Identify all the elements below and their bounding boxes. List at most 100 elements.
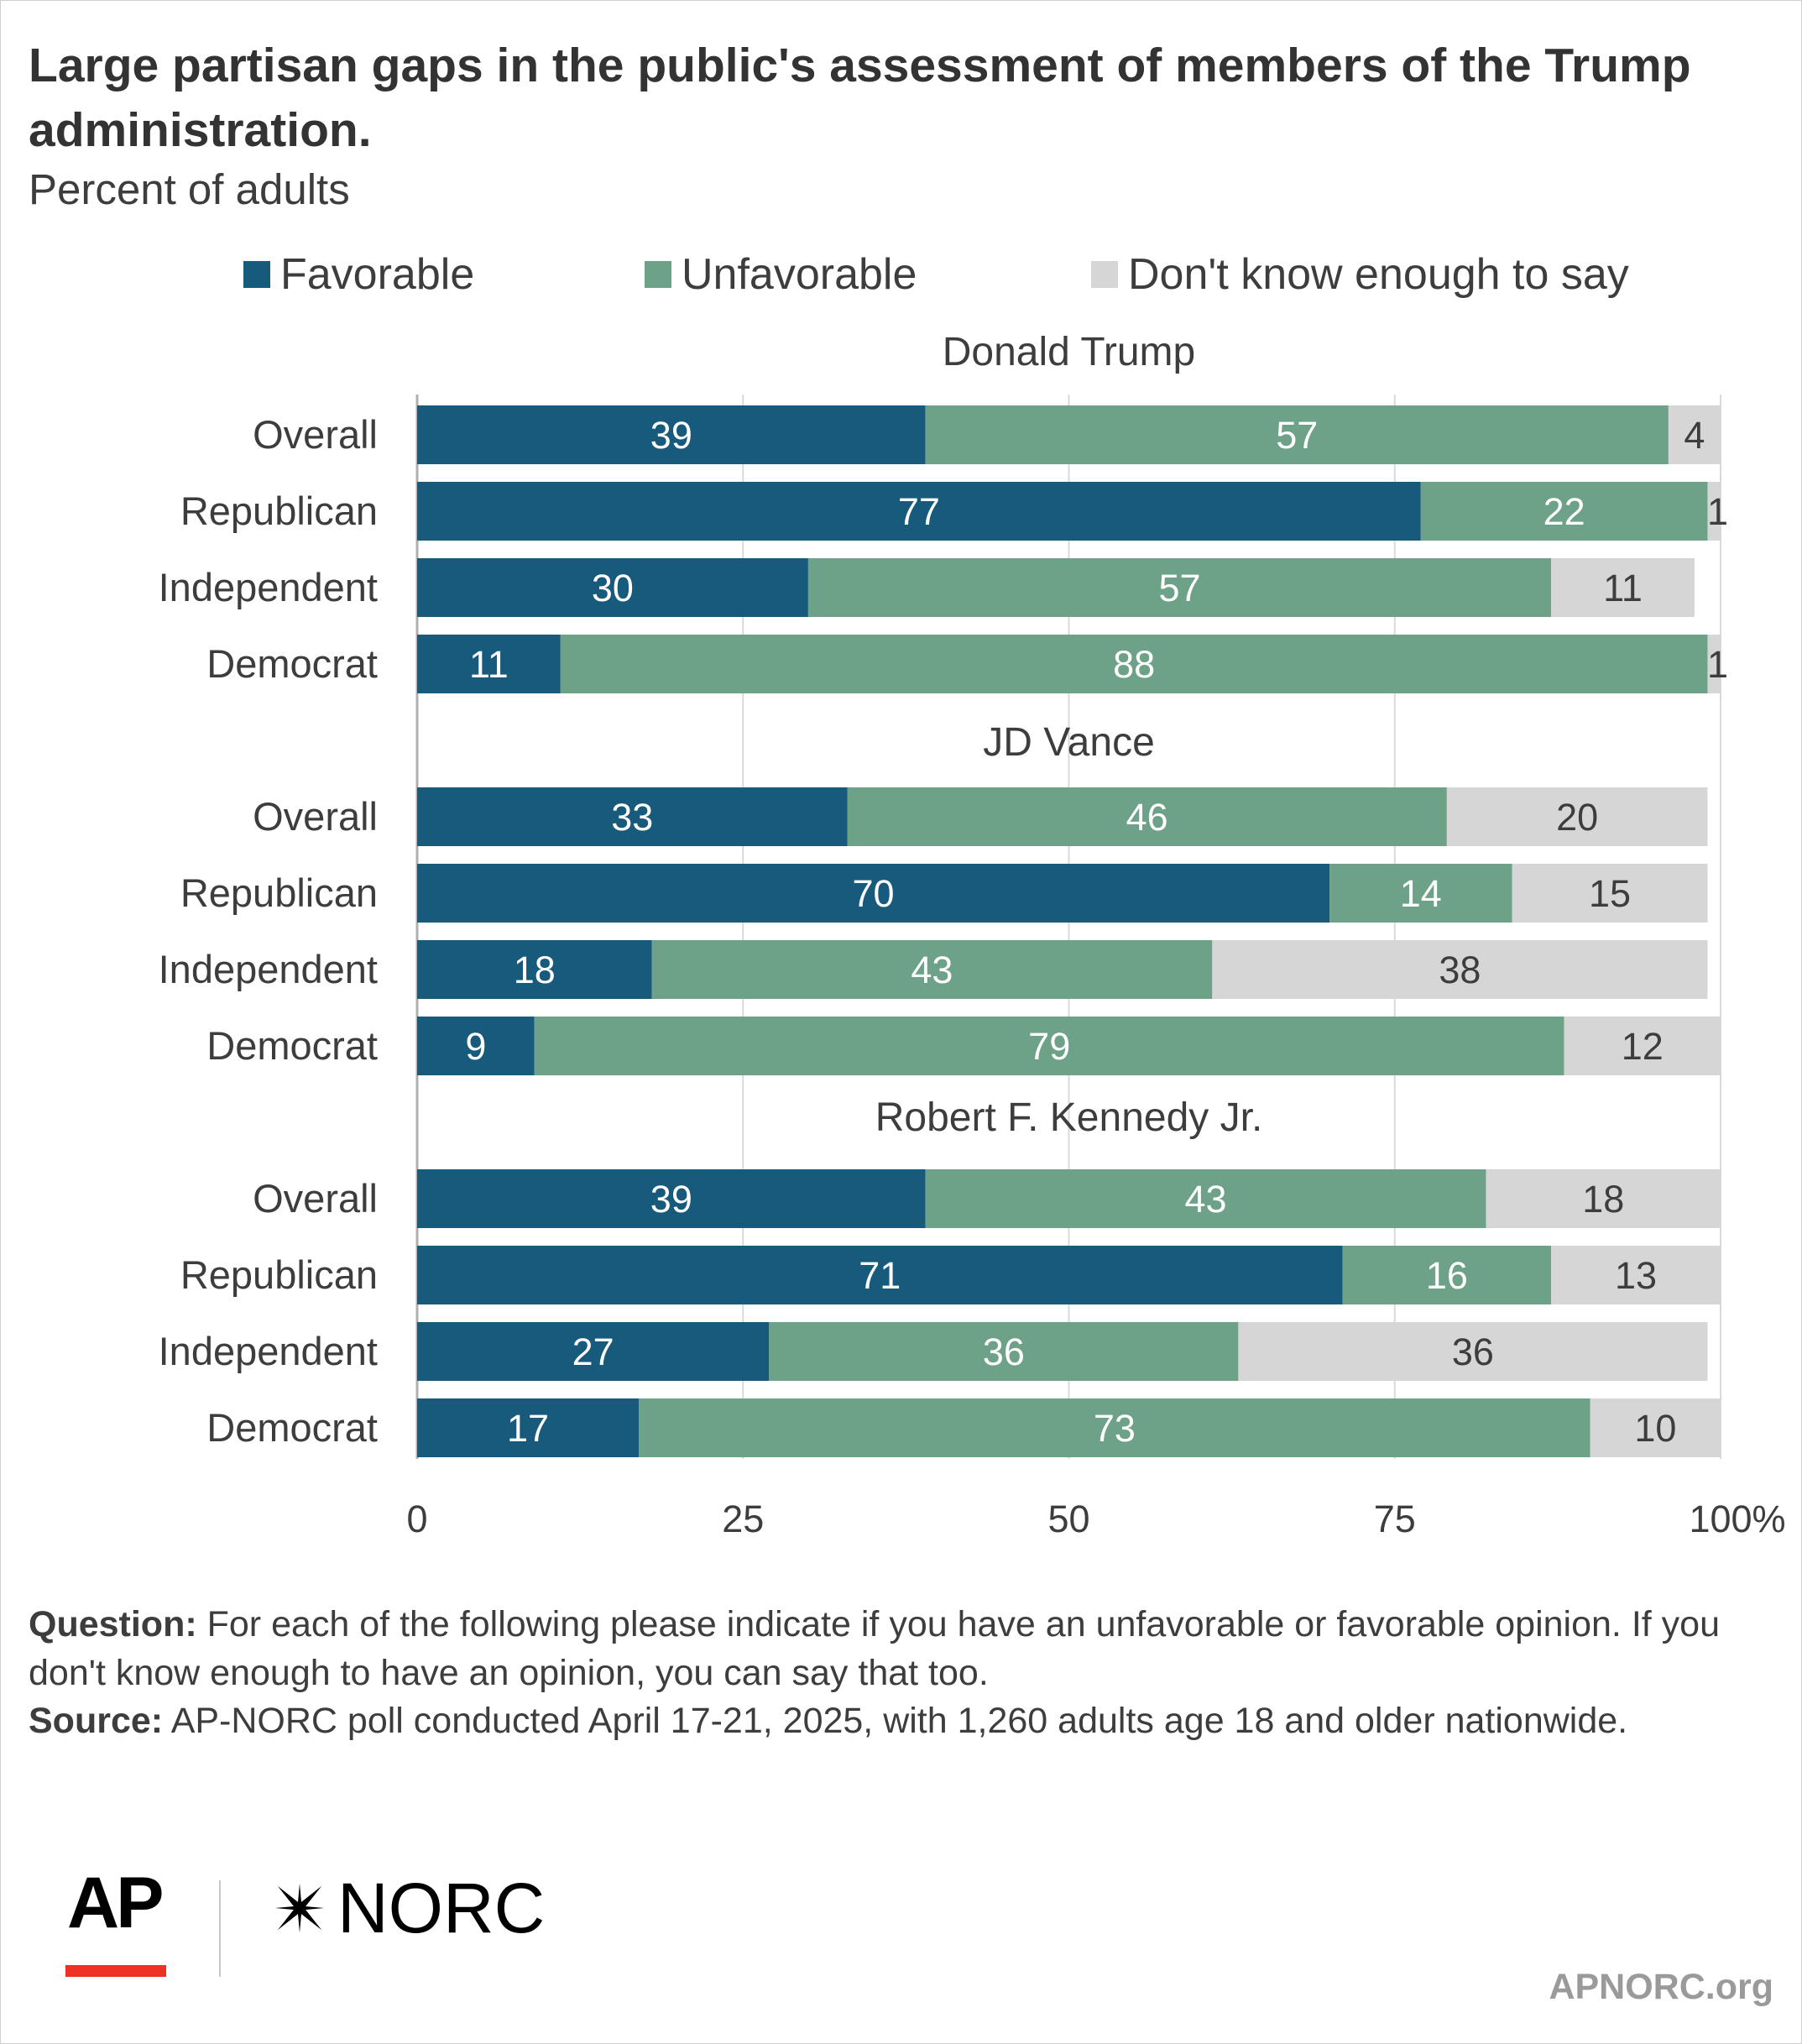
bar-segment-robert-f-kennedy-jr-independent-unfavorable [769,1322,1239,1381]
bar-segment-robert-f-kennedy-jr-independent-favorable [417,1322,770,1381]
legend-swatch-dont-know [1091,261,1118,288]
bar-segment-jd-vance-overall-don-t-know-enough-to-say [1446,787,1708,846]
bar-segment-donald-trump-republican-unfavorable [1420,482,1708,541]
x-tick-label-25: 25 [722,1498,764,1540]
data-label-donald-trump-overall-unfavorable: 57 [1276,414,1318,457]
data-label-jd-vance-republican-unfavorable: 14 [1400,872,1442,915]
data-label-robert-f-kennedy-jr-democrat-unfavorable: 73 [1094,1407,1136,1450]
group-title-jd-vance: JD Vance [983,720,1155,765]
data-label-jd-vance-republican-don-t-know-enough-to-say: 15 [1589,872,1631,915]
ap-logo-underline [65,1965,166,1977]
row-label-jd-vance-overall: Overall [253,794,378,839]
bar-segment-donald-trump-overall-favorable [417,405,926,464]
bar-segment-robert-f-kennedy-jr-overall-favorable [417,1169,926,1228]
data-label-jd-vance-democrat-don-t-know-enough-to-say: 12 [1622,1025,1664,1068]
bar-segment-donald-trump-independent-favorable [417,558,808,617]
x-tick-label-50: 50 [1047,1498,1089,1540]
data-label-donald-trump-republican-favorable: 77 [898,490,940,533]
bar-segment-jd-vance-democrat-unfavorable [534,1017,1564,1075]
chart-title: Large partisan gaps in the public's asse… [29,39,1691,157]
data-label-jd-vance-independent-unfavorable: 43 [911,949,953,991]
bar-segment-jd-vance-democrat-don-t-know-enough-to-say [1564,1017,1721,1075]
bar-segment-jd-vance-overall-unfavorable [847,787,1447,846]
bar-segment-robert-f-kennedy-jr-democrat-unfavorable [639,1398,1590,1457]
data-label-donald-trump-independent-favorable: 30 [592,567,634,609]
legend-swatch-unfavorable [645,261,671,288]
bar-segment-robert-f-kennedy-jr-republican-favorable [417,1246,1343,1304]
bar-segment-jd-vance-republican-don-t-know-enough-to-say [1512,864,1708,923]
row-label-donald-trump-independent: Independent [159,565,378,609]
data-label-robert-f-kennedy-jr-overall-favorable: 39 [650,1178,692,1221]
data-label-donald-trump-democrat-unfavorable: 88 [1113,643,1155,686]
data-label-robert-f-kennedy-jr-republican-favorable: 71 [859,1254,901,1297]
data-label-jd-vance-democrat-favorable: 9 [465,1025,486,1068]
norc-logo: NORC [267,1870,545,1946]
bar-segment-donald-trump-independent-don-t-know-enough-to-say [1551,558,1695,617]
data-label-donald-trump-independent-unfavorable: 57 [1158,567,1200,609]
row-label-donald-trump-overall: Overall [253,412,378,457]
data-label-jd-vance-overall-favorable: 33 [611,796,653,839]
bar-segment-donald-trump-democrat-unfavorable [560,635,1708,693]
row-label-robert-f-kennedy-jr-independent: Independent [159,1329,378,1373]
data-label-jd-vance-independent-don-t-know-enough-to-say: 38 [1439,949,1481,991]
data-label-donald-trump-republican-unfavorable: 22 [1543,490,1585,533]
data-label-jd-vance-independent-favorable: 18 [514,949,556,991]
legend-label-dont-know: Don't know enough to say [1128,250,1629,299]
row-label-robert-f-kennedy-jr-democrat: Democrat [206,1405,378,1450]
row-label-jd-vance-independent: Independent [159,947,378,991]
bar-segment-robert-f-kennedy-jr-republican-don-t-know-enough-to-say [1551,1246,1721,1304]
row-label-jd-vance-democrat: Democrat [206,1023,378,1068]
bar-segment-donald-trump-overall-don-t-know-enough-to-say [1668,405,1721,464]
data-label-robert-f-kennedy-jr-democrat-favorable: 17 [507,1407,549,1450]
bar-segment-robert-f-kennedy-jr-overall-unfavorable [925,1169,1486,1228]
group-title-robert-f-kennedy-jr: Robert F. Kennedy Jr. [875,1095,1263,1140]
question-label: Question: [29,1604,197,1644]
row-label-jd-vance-republican: Republican [180,870,378,915]
row-label-robert-f-kennedy-jr-republican: Republican [180,1252,378,1297]
bar-segment-robert-f-kennedy-jr-democrat-don-t-know-enough-to-say [1590,1398,1721,1457]
data-label-robert-f-kennedy-jr-overall-don-t-know-enough-to-say: 18 [1582,1178,1624,1221]
bar-segment-donald-trump-independent-unfavorable [807,558,1552,617]
row-label-donald-trump-democrat: Democrat [206,641,378,686]
bar-segment-jd-vance-overall-favorable [417,787,848,846]
legend-favorable: Favorable [243,249,474,300]
question-note: Question: For each of the following plea… [29,1600,1774,1697]
ap-logo: AP [67,1863,164,1943]
chart-subtitle: Percent of adults [29,165,350,213]
data-label-jd-vance-overall-don-t-know-enough-to-say: 20 [1556,796,1598,839]
x-tick-label-75: 75 [1374,1498,1416,1540]
data-label-donald-trump-overall-don-t-know-enough-to-say: 4 [1684,414,1705,457]
data-label-donald-trump-democrat-don-t-know-enough-to-say: 1 [1707,643,1728,686]
data-label-robert-f-kennedy-jr-republican-don-t-know-enough-to-say: 13 [1615,1254,1657,1297]
x-tick-label-100: 100% [1689,1498,1785,1540]
data-label-jd-vance-overall-unfavorable: 46 [1126,796,1168,839]
data-label-donald-trump-democrat-favorable: 11 [469,643,509,686]
bar-segment-donald-trump-republican-favorable [417,482,1421,541]
bar-segment-jd-vance-independent-don-t-know-enough-to-say [1212,940,1708,999]
data-label-donald-trump-independent-don-t-know-enough-to-say: 11 [1603,567,1643,609]
source-note: Source: AP-NORC poll conducted April 17-… [29,1696,1774,1745]
row-label-donald-trump-republican: Republican [180,489,378,533]
star-burst-icon [274,1883,325,1933]
bar-segment-jd-vance-independent-unfavorable [651,940,1213,999]
data-label-donald-trump-overall-favorable: 39 [650,414,692,457]
data-label-robert-f-kennedy-jr-independent-unfavorable: 36 [983,1330,1025,1373]
data-label-robert-f-kennedy-jr-democrat-don-t-know-enough-to-say: 10 [1634,1407,1676,1450]
bar-segment-jd-vance-democrat-favorable [417,1017,535,1075]
logo-divider [219,1880,221,1977]
data-label-jd-vance-democrat-unfavorable: 79 [1028,1025,1070,1068]
data-label-robert-f-kennedy-jr-independent-favorable: 27 [572,1330,614,1373]
norc-wordmark: NORC [337,1869,546,1947]
bar-segment-donald-trump-democrat-favorable [417,635,561,693]
legend-swatch-favorable [243,261,270,288]
question-text: For each of the following please indicat… [29,1604,1720,1693]
source-label: Source: [29,1701,164,1741]
website-link[interactable]: APNORC.org [1549,1967,1773,2007]
legend-label-unfavorable: Unfavorable [682,250,917,299]
bar-segment-donald-trump-republican-don-t-know-enough-to-say [1707,482,1721,541]
legend-dont-know: Don't know enough to say [1091,249,1629,300]
bar-segment-donald-trump-overall-unfavorable [925,405,1669,464]
legend-unfavorable: Unfavorable [645,249,917,300]
bar-segment-jd-vance-republican-favorable [417,864,1330,923]
bar-segment-robert-f-kennedy-jr-democrat-favorable [417,1398,640,1457]
